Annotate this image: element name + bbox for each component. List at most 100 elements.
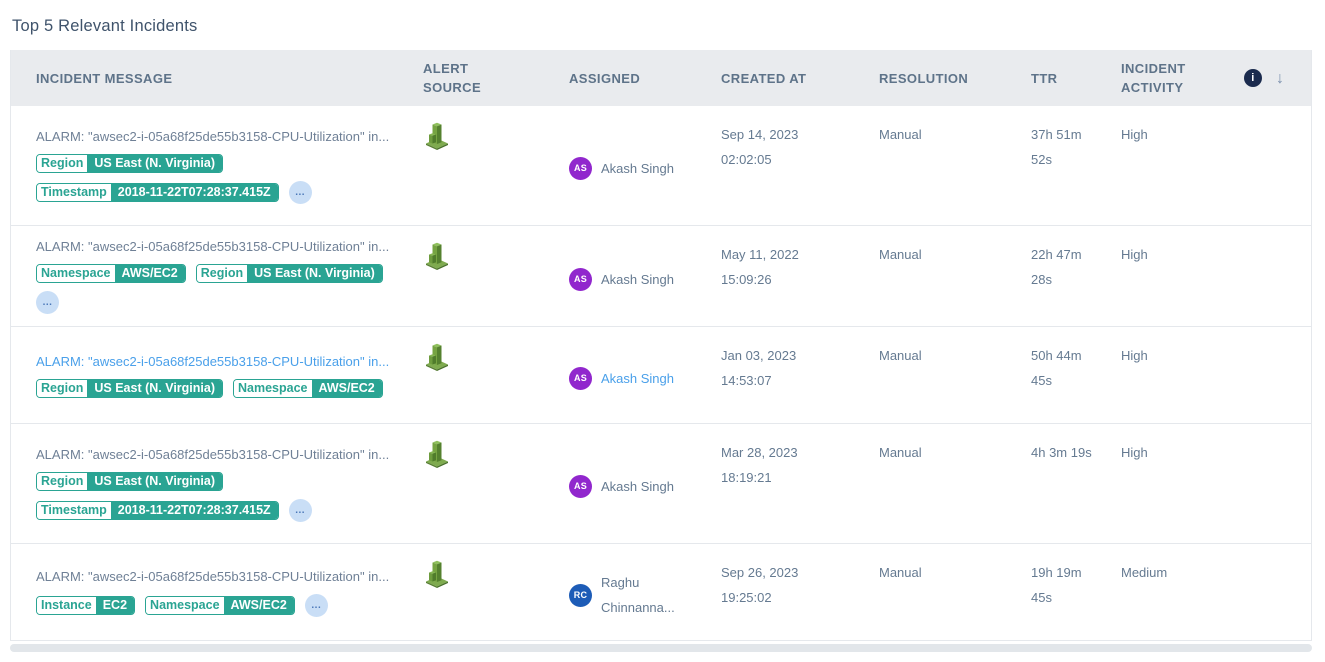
assignee-name[interactable]: Akash Singh [601,370,674,386]
tag: Region US East (N. Virginia) [36,153,223,173]
table-row[interactable]: ALARM: "awsec2-i-05a68f25de55b3158-CPU-U… [11,106,1311,226]
incidents-panel: Top 5 Relevant Incidents INCIDENT MESSAG… [10,0,1312,652]
aws-resource-icon [426,122,448,150]
tag: Namespace AWS/EC2 [36,264,186,283]
tag: Region US East (N. Virginia) [36,378,223,398]
incident-message-cell: ALARM: "awsec2-i-05a68f25de55b3158-CPU-U… [11,106,423,225]
assigned-cell: AS Akash Singh [569,106,721,225]
incident-message-cell: ALARM: "awsec2-i-05a68f25de55b3158-CPU-U… [11,226,423,326]
col-header-ttr: TTR [1031,70,1058,86]
incident-message-cell: ALARM: "awsec2-i-05a68f25de55b3158-CPU-U… [11,544,423,640]
page-title: Top 5 Relevant Incidents [12,17,198,35]
tag: Timestamp 2018-11-22T07:28:37.415Z [36,182,279,202]
tag-value: US East (N. Virginia) [87,154,222,172]
incident-message-link[interactable]: ALARM: "awsec2-i-05a68f25de55b3158-CPU-U… [36,128,390,144]
created-time: 14:53:07 [721,373,772,388]
tag-key: Region [37,379,88,397]
tag-value: 2018-11-22T07:28:37.415Z [110,501,278,519]
created-time: 18:19:21 [721,470,772,485]
col-header-alert-source: ALERT SOURCE [423,61,482,95]
incident-activity-cell: High [1121,127,1148,142]
resolution-cell: Manual [879,445,922,460]
row-spacer [1244,226,1311,326]
tag-list: Region US East (N. Virginia) Namespace AWS… [36,378,413,398]
incident-message-link[interactable]: ALARM: "awsec2-i-05a68f25de55b3158-CPU-U… [36,353,390,369]
ttr-cell: 22h 47m 28s [1031,247,1082,287]
aws-resource-icon [426,242,448,270]
row-spacer [1244,327,1311,423]
aws-resource-icon [426,560,448,588]
tag-value: US East (N. Virginia) [87,472,222,490]
table-row[interactable]: ALARM: "awsec2-i-05a68f25de55b3158-CPU-U… [11,424,1311,544]
tag-key: Region [37,472,88,490]
tag-key: Region [37,154,88,172]
resolution-cell: Manual [879,348,922,363]
incident-activity-cell: High [1121,445,1148,460]
tag-value: EC2 [95,596,135,614]
created-at-cell: May 11, 2022 15:09:26 [721,226,879,326]
tag-key: Namespace [146,596,224,614]
assignee-name[interactable]: Raghu Chinnanna... [601,575,675,615]
table-row[interactable]: ALARM: "awsec2-i-05a68f25de55b3158-CPU-U… [11,327,1311,424]
tag: Namespace AWS/EC2 [233,378,383,398]
alert-source-cell [423,544,569,640]
assigned-cell: AS Akash Singh [569,226,721,326]
created-at-cell: Jan 03, 2023 14:53:07 [721,327,879,423]
tag-list: Region US East (N. Virginia) Timestamp 201… [36,153,413,204]
incident-message-link[interactable]: ALARM: "awsec2-i-05a68f25de55b3158-CPU-U… [36,446,390,462]
assignee-name[interactable]: Akash Singh [601,271,674,287]
created-at-cell: Mar 28, 2023 18:19:21 [721,424,879,543]
alert-source-cell [423,226,569,326]
assigned-cell: RC Raghu Chinnanna... [569,544,721,640]
incident-message-link[interactable]: ALARM: "awsec2-i-05a68f25de55b3158-CPU-U… [36,568,390,584]
assignee-name[interactable]: Akash Singh [601,161,674,176]
more-tags-button[interactable]: ... [288,180,312,204]
resolution-cell: Manual [879,565,922,580]
sort-descending-icon[interactable]: ↓ [1276,69,1285,87]
incident-message-cell: ALARM: "awsec2-i-05a68f25de55b3158-CPU-U… [11,424,423,543]
avatar: AS [569,267,592,291]
assigned-cell: AS Akash Singh [569,327,721,423]
tag-list: Namespace AWS/EC2 Region US East (N. Virgi… [36,264,413,314]
more-tags-button[interactable]: ... [288,498,312,522]
col-header-incident-activity: INCIDENT ACTIVITY [1121,61,1186,95]
created-date: May 11, 2022 [721,247,799,262]
tag: Namespace AWS/EC2 [145,595,295,615]
header-actions: i ↓ [1244,69,1311,88]
tag-value: AWS/EC2 [223,596,294,614]
col-header-incident-message: INCIDENT MESSAGE [36,70,173,86]
info-icon[interactable]: i [1244,69,1262,87]
incidents-table: INCIDENT MESSAGE ALERT SOURCE ASSIGNED C… [10,50,1312,641]
created-date: Mar 28, 2023 [721,445,798,460]
table-row[interactable]: ALARM: "awsec2-i-05a68f25de55b3158-CPU-U… [11,226,1311,327]
more-tags-button[interactable]: ... [36,291,59,314]
alert-source-cell [423,106,569,225]
assignee-name[interactable]: Akash Singh [601,479,674,494]
tag-key: Instance [37,596,96,614]
ttr-cell: 19h 19m 45s [1031,565,1082,605]
tag-key: Namespace [37,265,115,282]
incident-activity-cell: High [1121,348,1148,363]
tag-value: 2018-11-22T07:28:37.415Z [110,183,278,201]
tag-value: US East (N. Virginia) [247,265,382,282]
horizontal-scrollbar[interactable] [10,644,1312,652]
created-time: 15:09:26 [721,272,772,287]
more-tags-button[interactable]: ... [304,593,328,617]
tag: Region US East (N. Virginia) [36,471,223,491]
ttr-cell: 50h 44m 45s [1031,348,1082,388]
incident-message-link[interactable]: ALARM: "awsec2-i-05a68f25de55b3158-CPU-U… [36,239,390,254]
created-date: Sep 14, 2023 [721,127,799,142]
row-spacer [1244,424,1311,543]
tag: Instance EC2 [36,595,136,615]
resolution-cell: Manual [879,127,922,142]
alert-source-cell [423,327,569,423]
tag-value: AWS/EC2 [114,265,185,282]
row-spacer [1244,544,1311,640]
table-header: INCIDENT MESSAGE ALERT SOURCE ASSIGNED C… [11,50,1311,106]
tag-value: US East (N. Virginia) [87,379,222,397]
alert-source-cell [423,424,569,543]
table-row[interactable]: ALARM: "awsec2-i-05a68f25de55b3158-CPU-U… [11,544,1311,641]
row-spacer [1244,106,1311,225]
tag-key: Timestamp [37,501,111,519]
tag-value: AWS/EC2 [311,379,382,397]
